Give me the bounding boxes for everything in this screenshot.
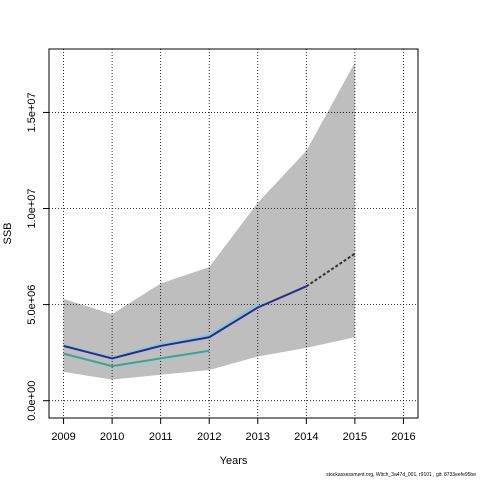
x-tick-label: 2016 xyxy=(391,431,415,443)
x-tick-label: 2010 xyxy=(100,431,124,443)
series-layer xyxy=(63,252,356,368)
footer-credit: stockassessment.org, Witch_3a47d_001, r9… xyxy=(326,472,476,478)
confidence-band-layer xyxy=(63,62,355,380)
y-tick-label: 1.5e+07 xyxy=(26,92,38,132)
x-tick-label: 2012 xyxy=(197,431,221,443)
confidence-band xyxy=(63,62,355,380)
y-axis: 0.0e+00 5.0e+06 1.0e+07 1.5e+07 xyxy=(26,92,49,421)
y-tick-label: 5.0e+06 xyxy=(26,285,38,325)
x-tick-label: 2013 xyxy=(246,431,270,443)
y-tick-label: 1.0e+07 xyxy=(26,188,38,228)
plot-frame xyxy=(48,48,419,419)
series-line-navy xyxy=(63,285,307,360)
x-axis: 2009 2010 2011 2012 2013 2014 2015 2016 xyxy=(51,418,416,443)
y-tick-label: 0.0e+00 xyxy=(26,381,38,421)
x-tick-label: 2014 xyxy=(294,431,318,443)
x-axis-title: Years xyxy=(220,455,248,467)
x-tick-label: 2015 xyxy=(343,431,367,443)
x-tick-label: 2011 xyxy=(149,431,173,443)
y-axis-title: SSB xyxy=(2,222,14,244)
x-tick-label: 2009 xyxy=(51,431,75,443)
series-line-green xyxy=(63,349,210,368)
